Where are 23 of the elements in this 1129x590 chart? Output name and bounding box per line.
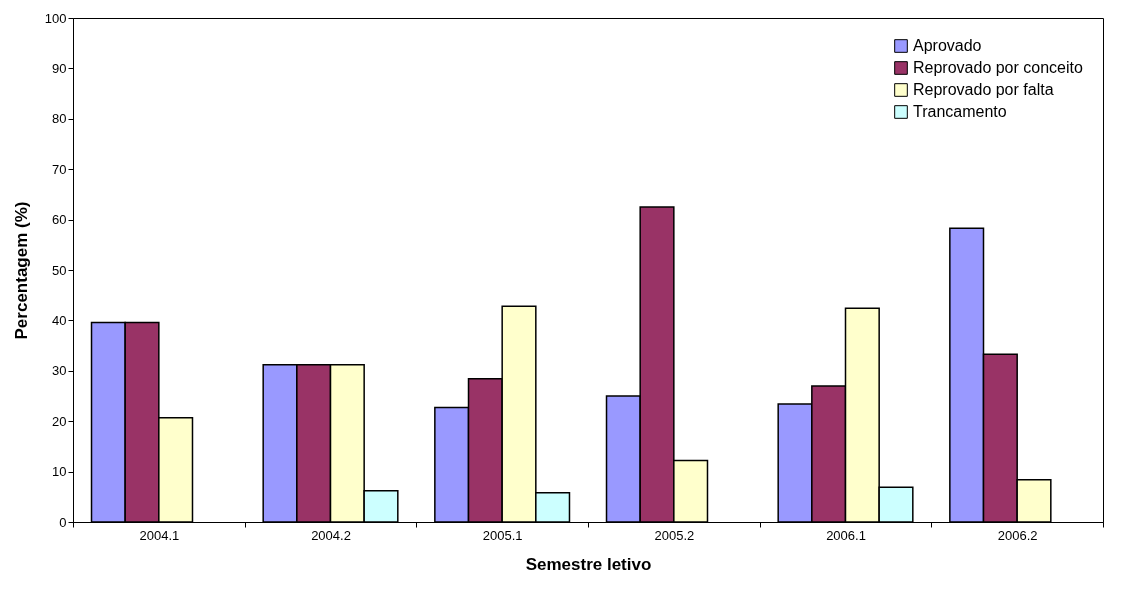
y-axis-title: Percentagem (%) — [11, 201, 31, 340]
x-tick-label: 2004.1 — [139, 527, 180, 543]
y-tick-label: 80 — [52, 111, 67, 127]
x-axis-title: Semestre letivo — [525, 554, 652, 574]
x-tick-label: 2005.2 — [654, 527, 695, 543]
x-tick-label: 2005.1 — [482, 527, 523, 543]
y-tick-label: 50 — [52, 262, 67, 278]
y-tick-label: 40 — [52, 312, 67, 328]
legend-label: Reprovado por falta — [913, 81, 1054, 98]
y-tick-label: 10 — [52, 464, 67, 480]
legend-label: Reprovado por conceito — [913, 59, 1083, 76]
y-tick-label: 20 — [52, 413, 67, 429]
x-tick-label: 2004.2 — [311, 527, 351, 543]
legend-label: Trancamento — [913, 103, 1007, 120]
legend-label: Aprovado — [913, 37, 982, 54]
y-tick-label: 70 — [52, 161, 67, 177]
y-tick-label: 60 — [52, 212, 67, 228]
x-tick-label: 2006.2 — [997, 527, 1038, 543]
y-tick-label: 0 — [59, 514, 67, 530]
x-tick-label: 2006.1 — [826, 527, 866, 543]
y-tick-label: 90 — [52, 60, 67, 76]
y-tick-label: 100 — [44, 10, 67, 26]
y-tick-label: 30 — [52, 363, 67, 379]
